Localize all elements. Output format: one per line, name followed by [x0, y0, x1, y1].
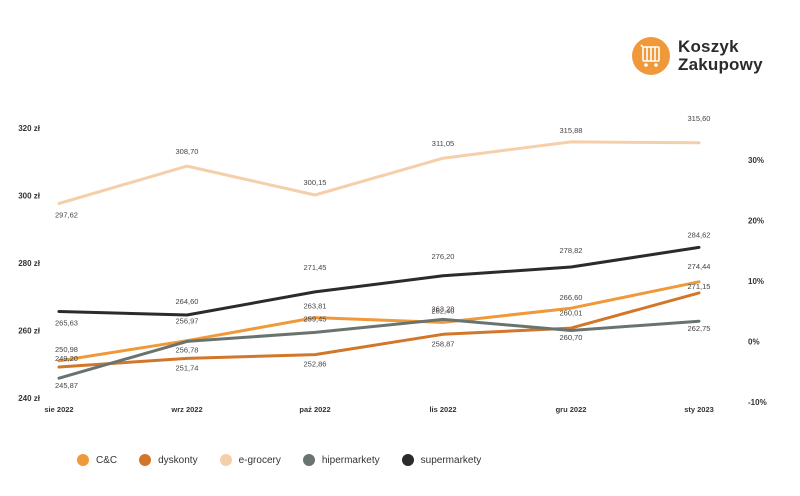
legend-label: hipermarkety [321, 454, 380, 466]
y-left-tick-label: 240 zł [18, 394, 41, 403]
series-line-c-c [57, 280, 701, 363]
data-label: 258,87 [432, 339, 455, 348]
data-label: 278,82 [560, 246, 583, 255]
x-tick-label: gru 2022 [556, 405, 587, 414]
legend-swatch [302, 454, 315, 466]
legend-label: dyskonty [158, 454, 198, 466]
data-label: 262,40 [432, 306, 455, 315]
legend-item: e-grocery [219, 454, 281, 466]
x-tick-label: sty 2023 [684, 405, 714, 414]
data-label: 263,28 [432, 304, 455, 313]
data-label: 265,63 [55, 318, 78, 327]
legend-swatch [219, 454, 232, 466]
legend-swatch [401, 454, 414, 466]
y-right-tick-label: 20% [748, 217, 764, 226]
legend-item: supermarkety [401, 454, 482, 466]
data-label: 252,86 [304, 360, 327, 369]
shopping-cart-icon [632, 37, 670, 75]
data-label: 251,74 [176, 363, 199, 372]
data-label: 271,45 [304, 263, 327, 272]
legend-label: C&C [96, 454, 118, 466]
data-label: 259,45 [304, 314, 327, 323]
data-label: 245,87 [55, 381, 78, 390]
data-label: 315,88 [560, 126, 583, 135]
x-tick-label: sie 2022 [44, 405, 73, 414]
data-label: 315,60 [688, 114, 711, 123]
legend-item: C&C [77, 454, 117, 466]
legend-item: hipermarkety [302, 454, 380, 466]
y-right-tick-label: 30% [748, 156, 764, 165]
y-left-tick-label: 280 zł [18, 259, 41, 268]
y-right-tick-label: 0% [748, 338, 760, 347]
y-right-tick-label: 10% [748, 277, 764, 286]
data-label: 284,62 [688, 230, 711, 239]
x-axis: sie 2022 wrz 2022 paź 2022 lis 2022 gru 2022… [44, 405, 713, 414]
brand-line-1: Koszyk [678, 37, 739, 56]
data-label: 260,01 [560, 308, 583, 317]
series-lines [57, 140, 701, 380]
y-right-tick-label: -10% [748, 398, 767, 407]
y-left-tick-label: 260 zł [18, 327, 41, 336]
legend-swatch [77, 454, 89, 466]
data-label: 274,44 [688, 262, 711, 271]
legend-swatch [139, 454, 152, 466]
data-label: 263,81 [304, 302, 327, 311]
data-label: 300,15 [304, 178, 327, 187]
data-label: 271,15 [688, 282, 711, 291]
legend-label: supermarkety [420, 454, 482, 466]
brand-name: Koszyk Zakupowy [678, 38, 763, 74]
data-label: 308,70 [176, 147, 199, 156]
data-label: 256,78 [176, 345, 199, 354]
brand-logo: Koszyk Zakupowy [632, 37, 792, 77]
data-label: 260,70 [560, 333, 583, 342]
data-label: 249,20 [55, 354, 78, 363]
data-labels: 250,98 256,97 263,81 262,40 266,60 274,44 249,… [55, 114, 710, 390]
data-label: 266,60 [560, 293, 583, 302]
series-line-supermarkety [57, 245, 701, 317]
series-line-hipermarkety [57, 317, 701, 380]
y-left-tick-label: 300 zł [18, 192, 41, 201]
right-axis: -10% 0% 10% 20% 30% [748, 156, 767, 407]
y-left-tick-label: 320 zł [18, 124, 41, 133]
data-label: 250,98 [55, 345, 78, 354]
legend-item: dyskonty [139, 454, 198, 466]
legend: C&C dyskonty e-grocery hipermarkety supermar… [77, 452, 503, 468]
data-label: 311,05 [432, 139, 454, 148]
legend-label: e-grocery [238, 454, 281, 466]
x-tick-label: wrz 2022 [170, 405, 202, 414]
series-line-e-grocery [57, 140, 701, 205]
series-line-dyskonty [57, 291, 701, 369]
data-label: 297,62 [55, 211, 78, 220]
data-label: 256,97 [176, 317, 199, 326]
data-label: 264,60 [176, 297, 199, 306]
data-label: 276,20 [432, 252, 455, 261]
x-tick-label: lis 2022 [429, 405, 456, 414]
data-label: 262,75 [688, 324, 711, 333]
x-tick-label: paź 2022 [299, 405, 330, 414]
brand-line-2: Zakupowy [678, 55, 763, 74]
left-axis: 240 zł 260 zł 280 zł 300 zł 320 zł [18, 124, 41, 403]
